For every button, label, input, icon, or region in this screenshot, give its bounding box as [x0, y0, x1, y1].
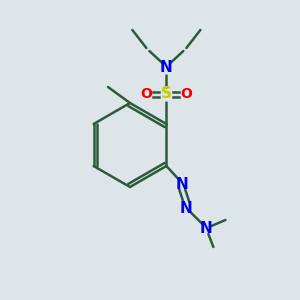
Text: N: N	[200, 220, 213, 236]
Text: O: O	[140, 87, 152, 101]
Text: S: S	[161, 86, 172, 101]
Text: N: N	[180, 200, 193, 215]
Text: N: N	[176, 176, 189, 191]
Text: O: O	[180, 87, 192, 101]
Text: N: N	[160, 61, 173, 76]
